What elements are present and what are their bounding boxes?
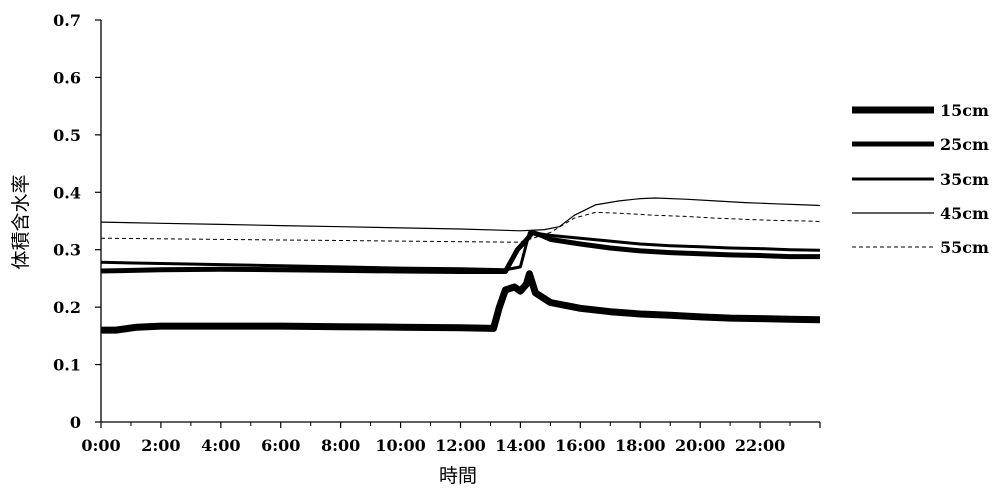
series-line-35cm (100, 231, 821, 272)
x-tick-label: 18:00 (615, 436, 665, 455)
x-tick-label: 22:00 (735, 436, 785, 455)
series-line-55cm (100, 211, 821, 243)
y-axis-title: 体積含水率 (10, 174, 32, 269)
x-tick-label: 8:00 (321, 436, 360, 455)
legend-label-15cm: 15cm (940, 101, 989, 120)
series-line-45cm (100, 197, 821, 232)
legend-label-45cm: 45cm (940, 204, 989, 223)
legend-label-55cm: 55cm (940, 238, 989, 257)
x-axis-title: 時間 (439, 465, 477, 487)
y-tick-label: 0.4 (53, 183, 81, 202)
x-tick-label: 10:00 (375, 436, 425, 455)
legend: 15cm 25cm 35cm 45cm 55cm (852, 101, 989, 257)
series-line-15cm (101, 270, 821, 334)
x-tick-label: 14:00 (495, 436, 545, 455)
legend-label-35cm: 35cm (940, 170, 989, 189)
y-tick-label: 0.1 (53, 356, 81, 375)
x-tick-label: 0:00 (81, 436, 120, 455)
x-tick-label: 16:00 (555, 436, 605, 455)
y-tick-label: 0 (70, 413, 81, 432)
y-tick-label: 0.7 (53, 11, 81, 30)
axis-ticks: 0 0.1 0.2 0.3 0.4 0.5 0.6 0.7 0:00 2:00 4:00 6:00 8:… (53, 11, 821, 455)
x-tick-label: 6:00 (261, 436, 300, 455)
x-tick-label: 20:00 (675, 436, 725, 455)
y-tick-label: 0.2 (53, 298, 81, 317)
y-tick-label: 0.3 (53, 241, 81, 260)
y-tick-label: 0.6 (53, 68, 81, 87)
y-tick-label: 0.5 (53, 126, 81, 145)
legend-label-25cm: 25cm (940, 135, 989, 154)
x-tick-label: 12:00 (435, 436, 485, 455)
x-tick-label: 4:00 (201, 436, 240, 455)
series-lines (100, 197, 821, 334)
series-line-25cm (100, 230, 820, 274)
x-tick-label: 2:00 (141, 436, 180, 455)
